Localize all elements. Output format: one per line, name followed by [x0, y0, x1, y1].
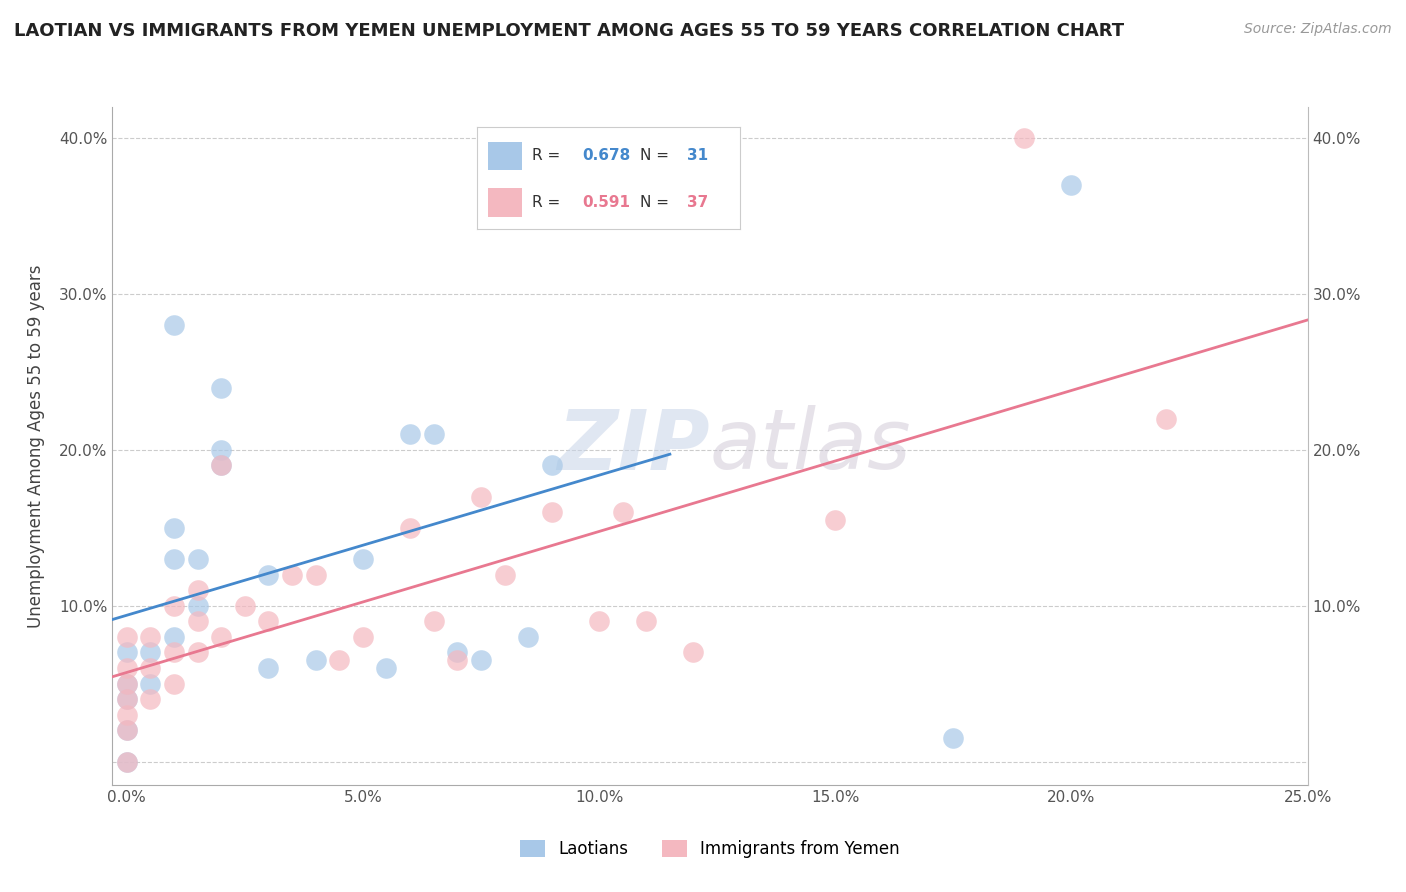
- Point: [163, 552, 186, 566]
- Point: [115, 755, 138, 769]
- Point: [139, 661, 162, 675]
- Point: [115, 630, 138, 644]
- Point: [1154, 411, 1177, 425]
- Point: [588, 209, 610, 223]
- Point: [636, 615, 658, 629]
- Point: [304, 567, 326, 582]
- Point: [186, 615, 208, 629]
- Point: [281, 567, 304, 582]
- Point: [209, 442, 232, 457]
- Point: [588, 615, 610, 629]
- Point: [115, 645, 138, 659]
- Point: [1012, 131, 1035, 145]
- Point: [115, 676, 138, 690]
- Point: [942, 731, 965, 746]
- Point: [1060, 178, 1083, 192]
- Point: [163, 318, 186, 333]
- Point: [399, 521, 422, 535]
- Point: [682, 194, 704, 208]
- Point: [375, 661, 398, 675]
- Point: [139, 692, 162, 706]
- Point: [115, 723, 138, 738]
- Point: [399, 427, 422, 442]
- Point: [352, 552, 374, 566]
- Point: [209, 380, 232, 394]
- Text: Source: ZipAtlas.com: Source: ZipAtlas.com: [1244, 22, 1392, 37]
- Point: [186, 583, 208, 598]
- Point: [115, 692, 138, 706]
- Point: [163, 676, 186, 690]
- Point: [540, 458, 562, 473]
- Point: [163, 645, 186, 659]
- Point: [612, 505, 634, 519]
- Point: [494, 567, 516, 582]
- Point: [186, 552, 208, 566]
- Text: ZIP: ZIP: [557, 406, 710, 486]
- Point: [115, 692, 138, 706]
- Point: [257, 661, 280, 675]
- Point: [328, 653, 350, 667]
- Point: [209, 630, 232, 644]
- Point: [304, 653, 326, 667]
- Point: [163, 599, 186, 613]
- Point: [115, 661, 138, 675]
- Point: [163, 630, 186, 644]
- Point: [115, 723, 138, 738]
- Point: [422, 615, 444, 629]
- Point: [446, 645, 468, 659]
- Point: [115, 676, 138, 690]
- Point: [446, 653, 468, 667]
- Point: [139, 676, 162, 690]
- Point: [257, 567, 280, 582]
- Point: [186, 599, 208, 613]
- Point: [163, 521, 186, 535]
- Point: [352, 630, 374, 644]
- Legend: Laotians, Immigrants from Yemen: Laotians, Immigrants from Yemen: [513, 833, 907, 864]
- Point: [139, 645, 162, 659]
- Point: [824, 513, 846, 527]
- Point: [209, 458, 232, 473]
- Point: [470, 653, 492, 667]
- Point: [233, 599, 256, 613]
- Point: [209, 458, 232, 473]
- Point: [115, 707, 138, 722]
- Point: [682, 645, 704, 659]
- Point: [115, 755, 138, 769]
- Point: [470, 490, 492, 504]
- Text: LAOTIAN VS IMMIGRANTS FROM YEMEN UNEMPLOYMENT AMONG AGES 55 TO 59 YEARS CORRELAT: LAOTIAN VS IMMIGRANTS FROM YEMEN UNEMPLO…: [14, 22, 1125, 40]
- Point: [517, 630, 540, 644]
- Y-axis label: Unemployment Among Ages 55 to 59 years: Unemployment Among Ages 55 to 59 years: [27, 264, 45, 628]
- Point: [257, 615, 280, 629]
- Point: [186, 645, 208, 659]
- Text: atlas: atlas: [710, 406, 911, 486]
- Point: [540, 505, 562, 519]
- Point: [139, 630, 162, 644]
- Point: [422, 427, 444, 442]
